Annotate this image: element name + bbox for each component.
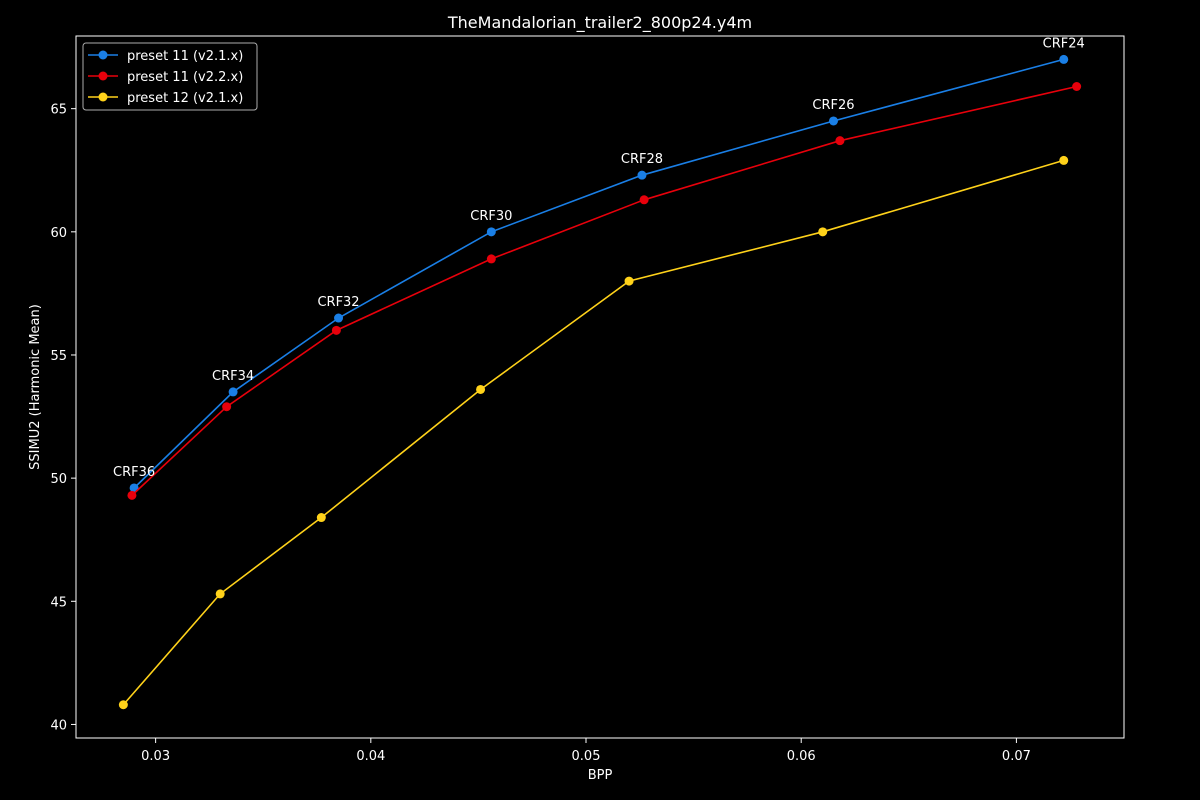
legend-item: preset 12 (v2.1.x)	[88, 91, 243, 106]
data-point	[835, 136, 845, 146]
annotations: CRF36 CRF34 CRF32 CRF30 CRF28 CRF26 CRF24	[113, 36, 1085, 480]
data-point	[228, 387, 238, 397]
data-point	[215, 589, 225, 599]
legend-item: preset 11 (v2.1.x)	[88, 49, 243, 64]
data-point	[222, 402, 232, 412]
x-tick-label: 0.07	[1002, 749, 1031, 764]
data-point	[639, 195, 649, 205]
y-tick-label: 65	[50, 103, 67, 118]
data-point	[637, 170, 647, 180]
legend-item: preset 11 (v2.2.x)	[88, 70, 243, 85]
legend: preset 11 (v2.1.x) preset 11 (v2.2.x) pres…	[82, 42, 258, 111]
y-tick-label: 40	[50, 718, 67, 733]
x-tick-label: 0.03	[141, 749, 170, 764]
data-point	[828, 116, 838, 126]
data-point	[1059, 54, 1069, 64]
y-tick-label: 45	[50, 595, 67, 610]
data-point	[316, 513, 326, 523]
series-2	[127, 81, 1082, 500]
y-tick-label: 50	[50, 472, 67, 487]
data-point	[1072, 81, 1082, 91]
data-point	[476, 384, 486, 394]
x-axis-label: BPP	[588, 768, 613, 783]
data-point	[118, 700, 128, 710]
x-tick-label: 0.06	[787, 749, 816, 764]
y-axis-label: SSIMU2 (Harmonic Mean)	[28, 304, 43, 470]
data-point	[818, 227, 828, 237]
data-point	[486, 254, 496, 264]
legend-label: preset 12 (v2.1.x)	[127, 91, 243, 106]
legend-box	[82, 42, 258, 111]
series-3	[118, 155, 1069, 710]
point-annotation: CRF30	[470, 209, 512, 224]
data-point	[334, 313, 344, 323]
y-tick-label: 55	[50, 349, 67, 364]
y-tick-label: 60	[50, 226, 67, 241]
legend-label: preset 11 (v2.2.x)	[127, 70, 243, 85]
point-annotation: CRF24	[1043, 36, 1085, 51]
x-axis: 0.03 0.04 0.05 0.06 0.07	[141, 738, 1031, 764]
data-point	[624, 276, 634, 286]
chart-title: TheMandalorian_trailer2_800p24.y4m	[447, 13, 752, 33]
x-tick-label: 0.04	[356, 749, 385, 764]
y-axis: 40 45 50 55 60 65	[50, 103, 76, 733]
legend-marker	[98, 50, 108, 60]
legend-label: preset 11 (v2.1.x)	[127, 49, 243, 64]
data-point	[1059, 155, 1069, 165]
legend-marker	[98, 92, 108, 102]
point-annotation: CRF36	[113, 465, 155, 480]
data-point	[127, 490, 137, 500]
point-annotation: CRF28	[621, 152, 663, 167]
x-tick-label: 0.05	[572, 749, 601, 764]
series-layer	[118, 54, 1082, 710]
point-annotation: CRF26	[812, 98, 854, 113]
plot-area	[75, 35, 1125, 739]
data-point	[486, 227, 496, 237]
data-point	[331, 325, 341, 335]
point-annotation: CRF34	[212, 369, 254, 384]
legend-marker	[98, 71, 108, 81]
point-annotation: CRF32	[317, 295, 359, 310]
